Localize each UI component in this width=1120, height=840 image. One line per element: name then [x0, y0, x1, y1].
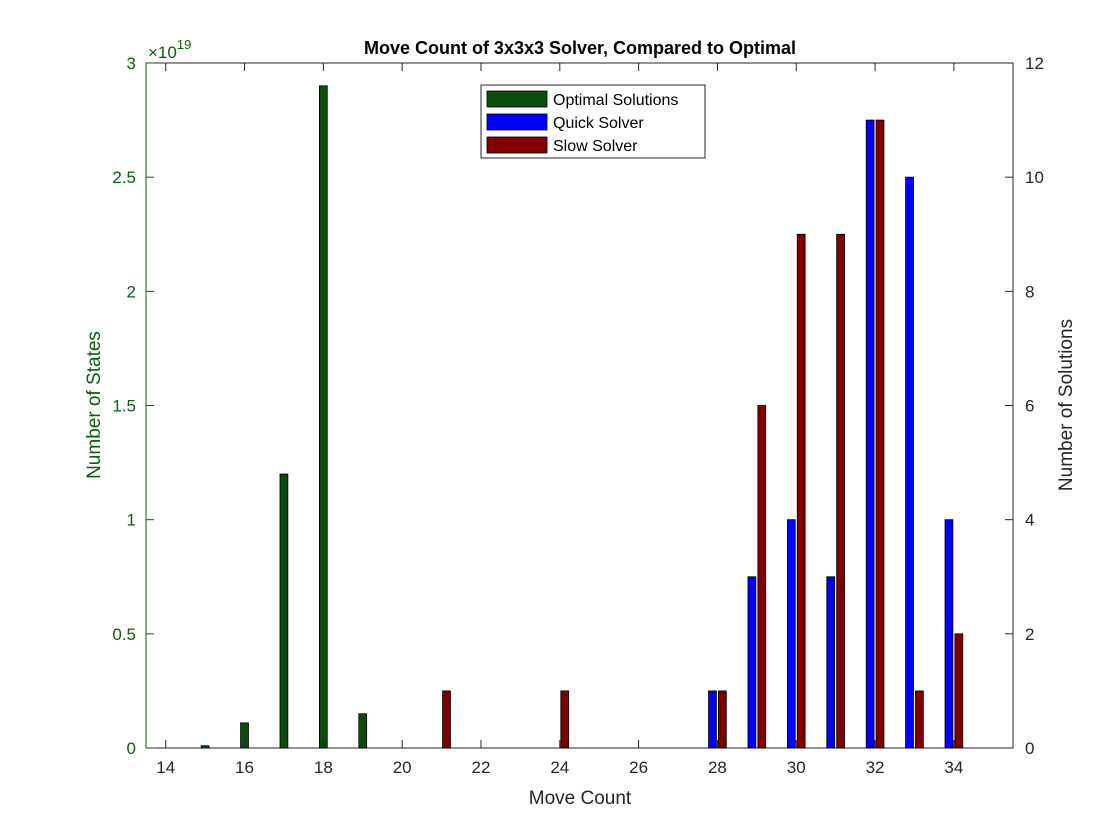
- y-right-tick-label: 0: [1025, 739, 1034, 758]
- bar-optimal-solutions: [200, 745, 210, 749]
- exponent-power: 19: [177, 37, 191, 52]
- bar-quick-solver: [905, 176, 914, 749]
- x-tick-label: 20: [393, 758, 412, 777]
- y-left-tick-label: 0.5: [112, 625, 136, 644]
- bar-quick-solver: [865, 119, 875, 749]
- x-tick-label: 34: [944, 758, 963, 777]
- y-left-tick-label: 3: [127, 54, 136, 73]
- y-left-tick-label: 1: [127, 511, 136, 530]
- y-left-tick-label: 2.5: [112, 168, 136, 187]
- legend-swatch: [486, 136, 548, 154]
- bar-slow-solver: [560, 690, 570, 749]
- legend-swatch: [486, 90, 548, 108]
- y-right-tick-label: 10: [1025, 168, 1044, 187]
- x-tick-label: 24: [550, 758, 569, 777]
- y-left-tick-label: 0: [127, 739, 136, 758]
- y-axis-right-label: Number of Solutions: [1056, 319, 1077, 491]
- x-axis: 14 16 18 20 22 24 26 28 30 32 34: [156, 63, 963, 777]
- bar-slow-solver: [875, 119, 885, 749]
- y-left-tick-label: 2: [127, 282, 136, 301]
- bar-quick-solver: [786, 519, 796, 749]
- bar-quick-solver: [944, 519, 954, 749]
- x-tick-label: 22: [472, 758, 491, 777]
- y-axis-left: 0 0.5 1 1.5 2 2.5 3: [112, 54, 154, 758]
- bar-quick-solver: [826, 576, 836, 749]
- bar-optimal-solutions: [318, 85, 328, 749]
- y-axis-left-exponent: ×1019: [148, 37, 191, 62]
- bar-optimal-solutions: [279, 473, 289, 749]
- x-axis-label: Move Count: [529, 788, 632, 809]
- bar-slow-solver: [836, 233, 845, 749]
- bar-slow-solver: [718, 690, 727, 749]
- bar-slow-solver: [757, 405, 767, 749]
- x-tick-label: 16: [235, 758, 254, 777]
- x-tick-label: 32: [866, 758, 885, 777]
- x-tick-label: 28: [708, 758, 727, 777]
- y-right-tick-label: 2: [1025, 625, 1034, 644]
- bar-optimal-solutions: [358, 713, 368, 749]
- bar-quick-solver: [747, 576, 757, 749]
- x-tick-label: 26: [629, 758, 648, 777]
- legend-swatch: [486, 113, 548, 131]
- x-tick-label: 30: [787, 758, 806, 777]
- bar-slow-solver: [442, 690, 451, 749]
- legend-label: Quick Solver: [553, 115, 644, 132]
- legend-label: Optimal Solutions: [553, 92, 678, 109]
- bar-slow-solver: [954, 633, 964, 749]
- bar-quick-solver: [708, 690, 717, 749]
- y-right-tick-label: 8: [1025, 282, 1034, 301]
- y-left-tick-label: 1.5: [112, 397, 136, 416]
- x-tick-label: 14: [156, 758, 175, 777]
- y-right-tick-label: 12: [1025, 54, 1044, 73]
- bar-slow-solver: [796, 233, 806, 749]
- x-tick-label: 18: [314, 758, 333, 777]
- legend: Optimal Solutions Quick Solver Slow Solver: [480, 84, 706, 159]
- y-right-tick-label: 6: [1025, 397, 1034, 416]
- bars: [200, 85, 964, 749]
- bar-slow-solver: [915, 690, 924, 749]
- legend-label: Slow Solver: [553, 138, 638, 155]
- exponent-base: ×10: [148, 43, 177, 62]
- chart-title: Move Count of 3x3x3 Solver, Compared to …: [364, 38, 796, 58]
- y-right-tick-label: 4: [1025, 511, 1034, 530]
- svg-text:×1019: ×1019: [148, 37, 191, 62]
- y-axis-left-label: Number of States: [84, 331, 105, 479]
- y-axis-right: 0 2 4 6 8 10 12: [1005, 54, 1044, 758]
